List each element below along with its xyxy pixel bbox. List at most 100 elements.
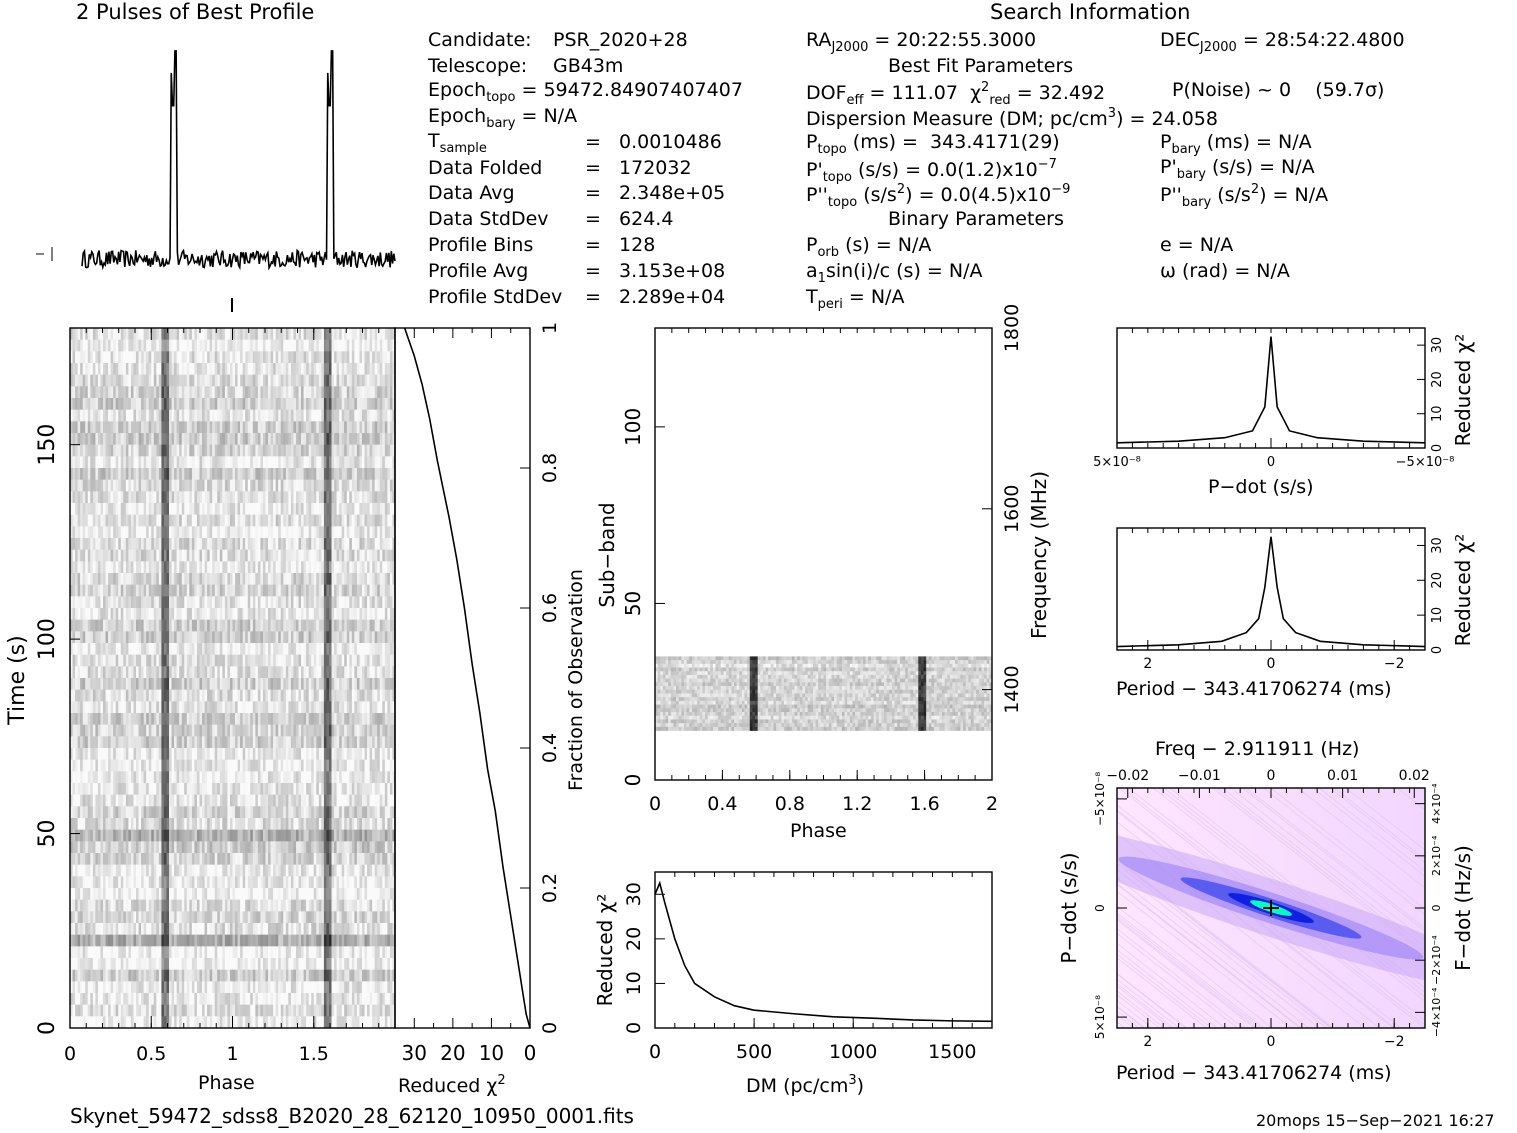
- profile-bins-label: Profile Bins: [428, 234, 534, 256]
- frequency-label: Frequency (MHz): [1027, 471, 1051, 639]
- chi2-time-xtick: 30: [402, 1041, 427, 1065]
- dec-value: = 28:54:22.4800: [1242, 29, 1405, 51]
- p-bary: Pbary (ms) = N/A: [1160, 131, 1312, 157]
- chi2-time-frame: [394, 327, 531, 1029]
- subband-xlabel: Phase: [790, 820, 847, 842]
- dm-value: ) = 24.058: [1116, 108, 1218, 130]
- chi2-pdot-xtick: 5×10⁻⁸: [1093, 455, 1141, 470]
- candidate-label: Candidate:: [428, 29, 532, 51]
- freq-x2label: Freq − 2.911911 (Hz): [1155, 738, 1360, 760]
- freq-x2tick: −0.01: [1178, 768, 1221, 784]
- profile-line: [81, 50, 396, 271]
- dm-xlabel: DM (pc/cm3): [746, 1073, 865, 1097]
- fdot-ytick: −2×10⁻⁴: [1430, 935, 1443, 985]
- chi2-period-xtick: 2: [1143, 656, 1152, 672]
- p-topo-value: (ms) = 343.4171(29): [852, 131, 1060, 153]
- chi2-time-line: [403, 327, 531, 1029]
- sub-band-label: Sub−band: [595, 502, 619, 607]
- data-avg-label: Data Avg: [428, 182, 515, 204]
- fraction-obs-label: Fraction of Observation: [565, 569, 587, 791]
- profile-title: 2 Pulses of Best Profile: [76, 0, 315, 24]
- chi2-dm-ytick: 0: [623, 1022, 645, 1034]
- a1sini: a1sin(i)/c (s) = N/A: [806, 260, 983, 286]
- filename: Skynet_59472_sdss8_B2020_28_62120_10950_…: [70, 1104, 634, 1128]
- ppdot-ytick: 0: [1093, 904, 1107, 912]
- chi2-period-line: [1116, 536, 1426, 648]
- chi2-pdot-ylabel: Reduced χ²: [1451, 334, 1475, 447]
- chi2-time-ytick: 0: [539, 1022, 561, 1034]
- subband-ytick: 0: [621, 774, 645, 787]
- chi2-pdot-ytick: 20: [1430, 371, 1445, 388]
- chi2-pdot-xtick: −5×10⁻⁸: [1396, 455, 1455, 470]
- chi2-pdot-ytick: 0: [1430, 444, 1445, 452]
- a1sini-value: sin(i)/c (s) = N/A: [825, 260, 983, 282]
- chi2-period-xtick: 0: [1267, 656, 1276, 672]
- chi2-period-frame: [1116, 527, 1426, 651]
- freq-x2tick: 0: [1267, 768, 1276, 784]
- freq-x2tick: −0.02: [1106, 768, 1149, 784]
- profile-stddev-value: = 2.289e+04: [585, 286, 726, 308]
- chi2-period-ytick: 10: [1430, 607, 1445, 624]
- fdot-ytick: −4×10⁻⁴: [1430, 987, 1443, 1037]
- chi2-period-ytick: 0: [1430, 646, 1445, 654]
- chi2-pdot-ytick: 10: [1430, 405, 1445, 422]
- ppdot-ylabel: P−dot (s/s): [1057, 852, 1081, 963]
- subband-xtick: 2: [986, 793, 998, 815]
- timestamp: 20mops 15−Sep−2021 16:27: [1256, 1111, 1495, 1130]
- time-phase-xlabel: Phase: [198, 1072, 255, 1094]
- fdot-ytick: 2×10⁻⁴: [1430, 835, 1443, 876]
- pdd-bary: P''bary (s/s2) = N/A: [1160, 182, 1329, 210]
- period-xlabel: Period − 343.41706274 (ms): [1116, 678, 1392, 700]
- candidate-value: PSR_2020+28: [553, 29, 688, 51]
- pdd-topo: P''topo (s/s2) = 0.0(4.5)x10−9: [806, 182, 1071, 210]
- ra-value: = 20:22:55.3000: [874, 29, 1037, 51]
- chi2-period-ytick: 20: [1430, 572, 1445, 589]
- chi2-time-xlabel-text: Reduced χ: [398, 1075, 498, 1097]
- telescope-label: Telescope:: [428, 55, 528, 77]
- time-phase-xtick: 0: [64, 1043, 76, 1065]
- chi2-period-ylabel: Reduced χ²: [1451, 534, 1475, 647]
- subband-ytick: 100: [621, 408, 645, 446]
- p-topo: Ptopo (ms) = 343.4171(29): [806, 131, 1060, 157]
- p-orb-value: (s) = N/A: [845, 234, 932, 256]
- chi2-time-ytick: 0.8: [539, 453, 561, 483]
- omega: ω (rad) = N/A: [1160, 260, 1290, 282]
- chi2-period-xtick: −2: [1384, 656, 1405, 672]
- pdd-topo-label: (s/s: [863, 184, 897, 206]
- data-folded-label: Data Folded: [428, 157, 543, 179]
- ppdot-xlabel: Period − 343.41706274 (ms): [1116, 1062, 1392, 1084]
- profile-avg-value: = 3.153e+08: [585, 260, 726, 282]
- subband-xtick: 1.6: [909, 793, 939, 815]
- fdot-ytick: 4×10⁻⁴: [1430, 783, 1443, 824]
- data-folded-value: = 172032: [585, 157, 692, 179]
- chi2-dm-ytick: 10: [623, 971, 645, 995]
- time-phase-xtick: 1: [226, 1043, 238, 1065]
- time-phase-heatmap: [70, 328, 396, 1029]
- profile-stddev-label: Profile StdDev: [428, 286, 563, 308]
- p-orb: Porb (s) = N/A: [806, 234, 932, 260]
- ppdot-xtick: 2: [1143, 1034, 1152, 1050]
- t-sample: Tsample: [428, 130, 487, 156]
- subband-xtick: 1.2: [842, 793, 872, 815]
- profile-avg-label: Profile Avg: [428, 260, 529, 282]
- frequency-ytick: 1600: [1001, 485, 1023, 533]
- p-noise: P(Noise) ~ 0 (59.7σ): [1172, 79, 1385, 101]
- chi2-period-ytick: 30: [1430, 537, 1445, 554]
- binary-title: Binary Parameters: [888, 208, 1064, 230]
- time-axis-label: Time (s): [5, 635, 30, 725]
- dm-label: Dispersion Measure (DM; pc/cm: [806, 108, 1108, 130]
- time-phase-ytick: 150: [35, 424, 60, 466]
- data-stddev-value: = 624.4: [585, 208, 674, 230]
- chi2-time-ytick: 0.4: [539, 733, 561, 763]
- chi2-dm-xtick: 500: [736, 1041, 772, 1063]
- epoch-bary: Epochbary = N/A: [428, 105, 578, 131]
- t-peri: Tperi = N/A: [806, 286, 905, 312]
- chi2-dm-xtick: 1000: [829, 1041, 877, 1063]
- dof-value: = 111.07: [869, 82, 958, 104]
- search-info-title: Search Information: [990, 0, 1191, 24]
- frequency-ytick: 1400: [1001, 665, 1023, 713]
- telescope-value: GB43m: [553, 55, 624, 77]
- chi2-pdot-frame: [1116, 327, 1426, 449]
- subband-ytick: 50: [621, 591, 645, 616]
